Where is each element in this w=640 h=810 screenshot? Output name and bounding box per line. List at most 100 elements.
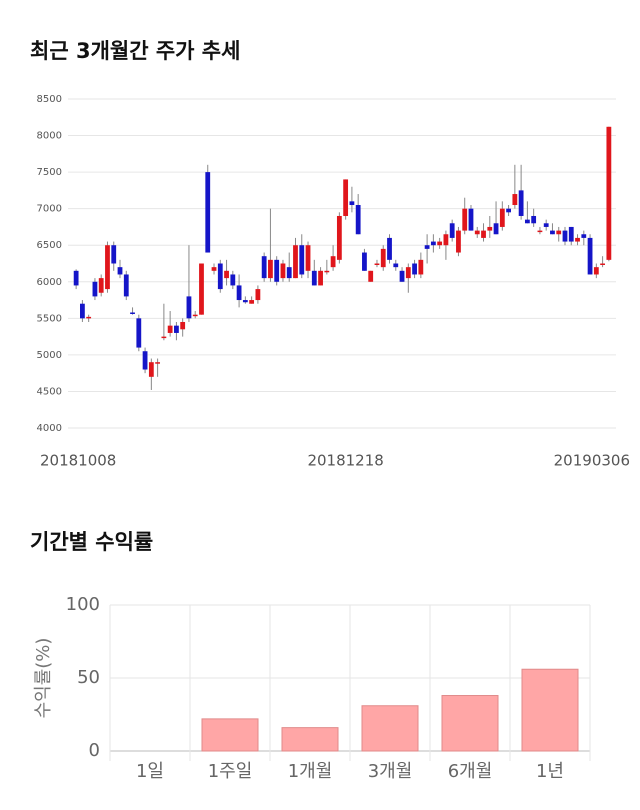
candle-body: [148, 362, 154, 377]
candle-body: [230, 274, 236, 286]
y-tick-label: 7500: [37, 167, 62, 178]
y-axis-label: 수익률(%): [33, 638, 54, 719]
candle-body: [336, 215, 342, 260]
candle-body: [593, 267, 599, 275]
y-tick-label: 0: [89, 740, 100, 761]
bar: [201, 718, 259, 752]
candle-body: [387, 237, 392, 260]
candle-body: [305, 245, 311, 271]
candle-body: [349, 201, 355, 206]
candle-body: [249, 300, 255, 304]
candle-body: [481, 230, 486, 238]
bar: [361, 705, 419, 752]
candle-body: [418, 259, 424, 275]
candle-body: [136, 318, 142, 348]
candle-body: [368, 270, 374, 282]
y-tick-label: 5000: [37, 350, 62, 361]
bar-chart: 0 50 100 1일 1주일 1개월 3개월 6개월 1년: [66, 594, 591, 782]
x-tick-label: 20181008: [40, 452, 116, 470]
candle-body: [73, 270, 79, 286]
candle-body: [424, 245, 430, 249]
chart-title: 최근 3개월간 주가 추세: [30, 39, 240, 63]
candle-body: [456, 230, 461, 253]
candle-body: [506, 208, 511, 213]
candle-body: [581, 234, 587, 238]
candle-body: [462, 208, 468, 231]
candle-body: [550, 230, 555, 235]
candle-body: [343, 179, 349, 216]
candle-body: [380, 248, 386, 268]
candle-body: [211, 267, 217, 271]
y-tick-label: 100: [66, 594, 100, 615]
candle-body: [537, 230, 543, 233]
bar: [441, 695, 499, 752]
candle-body: [330, 256, 336, 268]
candle-body: [105, 245, 110, 290]
candle-body: [399, 270, 405, 282]
candle-body: [98, 278, 104, 293]
candlestick-chart: 4000 4500 5000 5500 6000 6500 7000 7500 8000 8500…: [37, 94, 630, 470]
candle-body: [474, 230, 480, 235]
candle-body: [167, 325, 173, 333]
candle-body: [155, 362, 161, 364]
y-tick-label: 8000: [37, 131, 62, 142]
candle-body: [606, 126, 612, 260]
candle-body: [493, 223, 499, 235]
bar: [521, 668, 579, 752]
candle-body: [437, 241, 443, 246]
candle-body: [186, 296, 192, 319]
x-tick-label: 1주일: [208, 761, 253, 782]
candle-body: [362, 252, 367, 271]
candle-body: [142, 351, 148, 370]
y-tick-label: 6000: [37, 277, 62, 288]
candle-body: [224, 270, 229, 279]
candle-body: [575, 237, 580, 242]
candle-body: [286, 267, 292, 279]
candle-body: [123, 274, 129, 297]
candle-body: [587, 237, 593, 275]
y-tick-label: 7000: [37, 204, 62, 215]
candle-body: [117, 267, 123, 275]
y-tick-label: 4500: [37, 386, 62, 397]
candle-body: [236, 285, 242, 301]
y-tick-label: 50: [77, 667, 100, 688]
candle-body: [499, 208, 505, 227]
candle-body: [556, 230, 562, 235]
x-tick-label: 3개월: [368, 761, 413, 782]
y-tick-label: 5500: [37, 313, 62, 324]
candle-body: [393, 263, 399, 268]
candle-body: [405, 267, 411, 279]
candle-body: [518, 190, 524, 216]
candle-body: [180, 321, 186, 330]
candle-body: [355, 205, 361, 235]
candle-body: [80, 303, 85, 319]
candle-body: [92, 281, 98, 297]
x-tick-label: 1일: [136, 761, 164, 782]
chart-title: 기간별 수익률: [30, 530, 153, 554]
candle-body: [205, 172, 211, 253]
candle-body: [374, 263, 380, 265]
candle-body: [443, 234, 449, 246]
candle-body: [430, 241, 436, 246]
x-tick-label: 20190306: [554, 452, 630, 470]
candle-body: [531, 215, 537, 224]
candle-body: [86, 316, 92, 319]
candle-body: [600, 263, 605, 265]
y-tick-label: 8500: [37, 94, 62, 105]
x-tick-label: 6개월: [448, 761, 493, 782]
candle-body: [280, 263, 286, 279]
candle-body: [242, 300, 248, 303]
candle-body: [268, 259, 273, 279]
x-tick-label: 1개월: [288, 761, 333, 782]
candle-body: [512, 194, 518, 206]
x-tick-label: 20181218: [307, 452, 383, 470]
candle-body: [543, 223, 549, 227]
candle-body: [568, 226, 574, 242]
x-tick-label: 1년: [536, 761, 564, 782]
candle-body: [161, 336, 167, 339]
candle-body: [468, 208, 474, 231]
candle-body: [324, 270, 330, 273]
candle-body: [274, 259, 280, 282]
y-tick-label: 4000: [37, 423, 62, 434]
